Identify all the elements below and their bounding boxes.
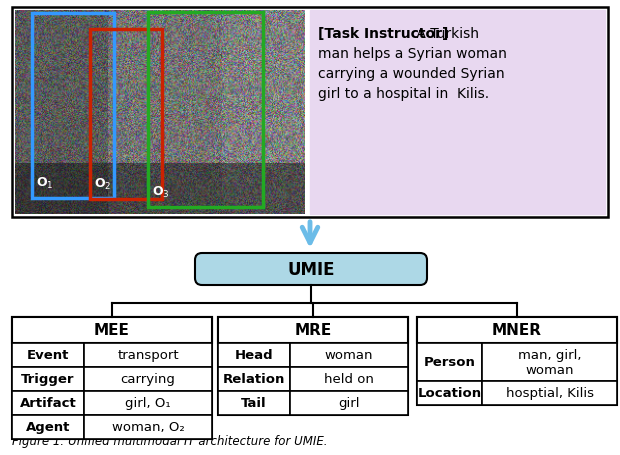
Text: MNER: MNER [492, 323, 542, 338]
Bar [482, 343, 617, 381]
Bar [12, 317, 212, 439]
Text: MRE: MRE [294, 323, 332, 338]
Bar [12, 343, 84, 367]
Bar [12, 367, 84, 391]
Bar [310, 11, 605, 214]
Text: Relation: Relation [223, 373, 285, 386]
Bar [218, 367, 290, 391]
Bar [417, 317, 617, 343]
Text: man, girl,
woman: man, girl, woman [518, 348, 582, 376]
Text: hosptial, Kilis: hosptial, Kilis [505, 387, 593, 399]
Text: woman, O₂: woman, O₂ [112, 420, 184, 434]
Text: UMIE: UMIE [287, 260, 335, 278]
Bar [417, 381, 482, 405]
Bar [148, 13, 263, 207]
Text: O$_1$: O$_1$ [36, 176, 53, 191]
Bar [32, 14, 114, 198]
Bar [84, 367, 212, 391]
Bar [218, 317, 408, 415]
Bar [12, 8, 608, 217]
Text: A Turkish: A Turkish [412, 27, 479, 41]
Bar [290, 367, 408, 391]
Bar [417, 343, 482, 381]
Bar [482, 381, 617, 405]
Text: Figure 1: Unified multimodal IT architecture for UMIE.: Figure 1: Unified multimodal IT architec… [12, 434, 327, 447]
Text: Tail: Tail [241, 397, 267, 410]
Text: held on: held on [324, 373, 374, 386]
Bar [84, 343, 212, 367]
Bar [84, 391, 212, 415]
Bar [84, 415, 212, 439]
Bar [290, 343, 408, 367]
Bar [417, 317, 617, 405]
Text: Artifact: Artifact [20, 397, 76, 410]
Text: man helps a Syrian woman: man helps a Syrian woman [318, 47, 507, 61]
FancyBboxPatch shape [195, 253, 427, 285]
Text: Location: Location [417, 387, 482, 399]
Text: Person: Person [423, 356, 476, 369]
Text: carrying: carrying [120, 373, 175, 386]
Text: Head: Head [235, 349, 273, 362]
Text: O$_2$: O$_2$ [94, 177, 112, 192]
Text: girl: girl [339, 397, 360, 410]
Bar [12, 317, 212, 343]
Text: transport: transport [117, 349, 179, 362]
Bar [90, 30, 162, 200]
Text: [Task Instructor]: [Task Instructor] [318, 27, 448, 41]
Text: Trigger: Trigger [21, 373, 75, 386]
Bar [290, 391, 408, 415]
Text: carrying a wounded Syrian: carrying a wounded Syrian [318, 67, 505, 81]
Bar [12, 415, 84, 439]
Text: MEE: MEE [94, 323, 130, 338]
Text: Event: Event [27, 349, 69, 362]
Bar [218, 343, 290, 367]
Text: Agent: Agent [26, 420, 70, 434]
Text: girl, O₁: girl, O₁ [125, 397, 171, 410]
Bar [12, 391, 84, 415]
Text: woman: woman [325, 349, 373, 362]
Text: girl to a hospital in  Kilis.: girl to a hospital in Kilis. [318, 87, 489, 101]
Text: O$_3$: O$_3$ [152, 184, 170, 200]
Bar [218, 391, 290, 415]
Bar [218, 317, 408, 343]
